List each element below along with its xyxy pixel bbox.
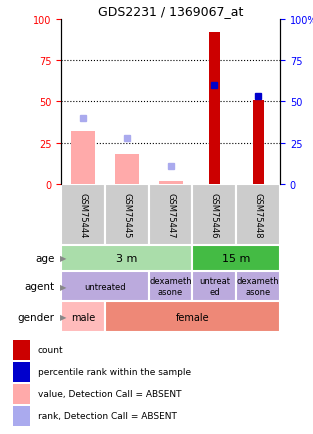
- Bar: [192, 184, 236, 245]
- Bar: [13, 406, 30, 426]
- Bar: [61, 302, 105, 332]
- Bar: [61, 271, 149, 302]
- Bar: [61, 184, 105, 245]
- Text: agent: agent: [25, 282, 55, 291]
- Text: 15 m: 15 m: [222, 253, 250, 263]
- Bar: [236, 184, 280, 245]
- Text: ▶: ▶: [59, 282, 66, 291]
- Bar: [115, 155, 139, 184]
- Text: GSM75445: GSM75445: [122, 192, 131, 237]
- Text: rank, Detection Call = ABSENT: rank, Detection Call = ABSENT: [38, 411, 177, 421]
- Bar: [192, 245, 280, 271]
- Bar: [236, 271, 280, 302]
- Text: value, Detection Call = ABSENT: value, Detection Call = ABSENT: [38, 389, 181, 398]
- Text: dexameth
asone: dexameth asone: [149, 277, 192, 296]
- Text: count: count: [38, 345, 63, 355]
- Bar: [149, 271, 192, 302]
- Text: untreated: untreated: [84, 282, 126, 291]
- Bar: [13, 340, 30, 360]
- Text: GSM75446: GSM75446: [210, 192, 219, 237]
- Text: gender: gender: [18, 312, 55, 322]
- Bar: [71, 132, 95, 184]
- Bar: [209, 33, 220, 184]
- Bar: [105, 184, 149, 245]
- Text: age: age: [35, 253, 55, 263]
- Bar: [105, 302, 280, 332]
- Text: ▶: ▶: [59, 312, 66, 321]
- Text: untreat
ed: untreat ed: [199, 277, 230, 296]
- Text: GSM75448: GSM75448: [254, 192, 263, 237]
- Text: male: male: [71, 312, 95, 322]
- Text: female: female: [176, 312, 209, 322]
- Text: GSM75447: GSM75447: [166, 192, 175, 237]
- Title: GDS2231 / 1369067_at: GDS2231 / 1369067_at: [98, 5, 243, 18]
- Bar: [13, 384, 30, 404]
- Text: ▶: ▶: [59, 254, 66, 263]
- Text: percentile rank within the sample: percentile rank within the sample: [38, 368, 191, 376]
- Text: dexameth
asone: dexameth asone: [237, 277, 280, 296]
- Bar: [13, 362, 30, 382]
- Bar: [61, 245, 192, 271]
- Text: 3 m: 3 m: [116, 253, 137, 263]
- Text: GSM75444: GSM75444: [79, 192, 87, 237]
- Bar: [253, 100, 264, 184]
- Bar: [149, 184, 192, 245]
- Bar: [159, 181, 183, 184]
- Bar: [192, 271, 236, 302]
